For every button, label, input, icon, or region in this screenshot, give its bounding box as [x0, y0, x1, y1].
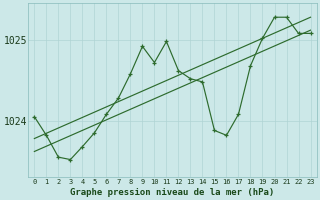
X-axis label: Graphe pression niveau de la mer (hPa): Graphe pression niveau de la mer (hPa)	[70, 188, 275, 197]
